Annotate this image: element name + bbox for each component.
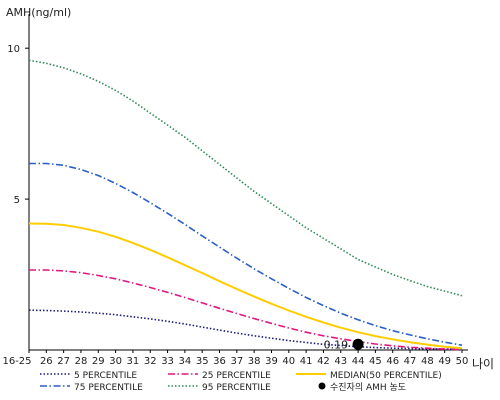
x-tick-label: 32 (144, 356, 157, 367)
y-tick-label: 5 (14, 195, 20, 206)
axes (28, 14, 468, 351)
series-line-75-percentile (29, 162, 463, 346)
x-tick-label: 39 (265, 356, 278, 367)
x-tick-label: 49 (438, 356, 451, 367)
legend-label: 75 PERCENTILE (74, 383, 143, 393)
x-tick-label: 37 (230, 356, 243, 367)
patient-marker: 0.19 (324, 338, 364, 351)
x-ticks: 16-25 26 27 28 29 30 31 32 33 34 35 36 37 38 39 40 41 42 4… (2, 350, 468, 367)
x-axis-label: 나이 (472, 357, 494, 371)
x-tick-label: 16-25 (2, 356, 31, 367)
y-ticks: 5 10 (7, 44, 29, 206)
series-line-25-percentile (29, 269, 463, 351)
x-tick-label: 35 (196, 356, 209, 367)
legend-item: MEDIAN(50 PERCENTILE) (296, 371, 442, 381)
legend-label: 수진자의 AMH 농도 (330, 382, 406, 393)
x-tick-label: 45 (369, 356, 382, 367)
x-tick-label: 38 (248, 356, 261, 367)
x-tick-label: 41 (300, 356, 313, 367)
legend-label: MEDIAN(50 PERCENTILE) (330, 371, 442, 381)
x-tick-label: 34 (179, 356, 192, 367)
x-tick-label: 43 (334, 356, 347, 367)
x-tick-label: 27 (57, 356, 70, 367)
series-line-5-percentile (28, 309, 463, 351)
legend-item: 5 PERCENTILE (40, 371, 137, 381)
legend-label: 95 PERCENTILE (202, 383, 271, 393)
x-tick-label: 48 (421, 356, 434, 367)
series-lines (28, 59, 463, 351)
x-tick-label: 50 (456, 356, 469, 367)
legend-label: 25 PERCENTILE (202, 371, 271, 381)
y-tick-label: 10 (7, 44, 20, 55)
legend-item: 수진자의 AMH 농도 (318, 382, 406, 393)
x-tick-label: 31 (127, 356, 140, 367)
legend-label: 5 PERCENTILE (74, 371, 137, 381)
x-tick-label: 30 (109, 356, 122, 367)
x-tick-label: 47 (404, 356, 417, 367)
x-tick-label: 33 (161, 356, 174, 367)
legend-item: 95 PERCENTILE (168, 383, 271, 393)
x-tick-label: 44 (352, 356, 365, 367)
x-tick-label: 40 (282, 356, 295, 367)
patient-marker-label: 0.19 (324, 338, 349, 351)
x-tick-label: 46 (386, 356, 399, 367)
x-tick-label: 42 (317, 356, 330, 367)
x-tick-label: 28 (75, 356, 88, 367)
x-tick-label: 36 (213, 356, 226, 367)
legend: 5 PERCENTILE 25 PERCENTILE MEDIAN(50 PERCE… (40, 371, 442, 393)
x-tick-label: 29 (92, 356, 105, 367)
legend-item: 75 PERCENTILE (40, 383, 143, 393)
patient-marker-dot (352, 338, 364, 350)
legend-swatch-marker (318, 382, 326, 390)
series-line-median-50-percentile (28, 222, 463, 350)
series-line-95-percentile (28, 59, 463, 297)
y-axis-label: AMH(ng/ml) (6, 6, 71, 19)
legend-item: 25 PERCENTILE (168, 371, 271, 381)
x-tick-label: 26 (40, 356, 53, 367)
